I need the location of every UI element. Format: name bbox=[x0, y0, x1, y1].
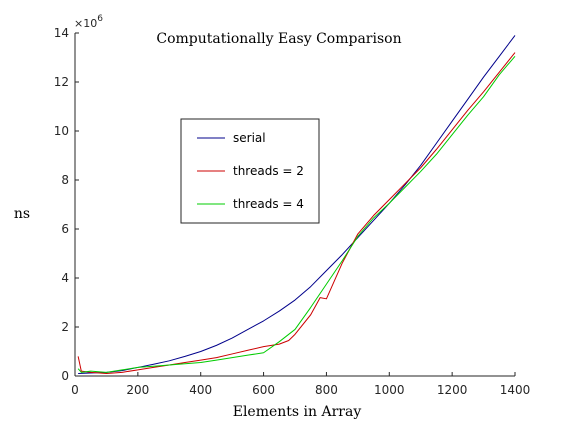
chart-title: Computationally Easy Comparison bbox=[156, 31, 401, 47]
y-tick-label: 8 bbox=[61, 173, 69, 187]
x-tick-label: 1200 bbox=[437, 383, 468, 397]
y-tick-label: 2 bbox=[61, 320, 69, 334]
y-multiplier: ×106 bbox=[74, 14, 103, 30]
x-tick-label: 800 bbox=[315, 383, 338, 397]
y-tick-label: 6 bbox=[61, 222, 69, 236]
series-line-threads-4 bbox=[77, 55, 516, 373]
x-tick-label: 0 bbox=[71, 383, 79, 397]
axes: 0 200 400 600 800 1000 1200 1400 0 2 4 6 8 10 12 14 bbox=[54, 26, 531, 397]
series-line-serial bbox=[78, 35, 516, 375]
y-tick-label: 4 bbox=[61, 271, 69, 285]
y-multiplier-exponent: 6 bbox=[97, 14, 103, 24]
y-axis-label: ns bbox=[14, 206, 30, 222]
legend-label: threads = 2 bbox=[233, 164, 304, 178]
x-axis-label: Elements in Array bbox=[233, 404, 362, 420]
x-tick-label: 1000 bbox=[374, 383, 405, 397]
legend: serial threads = 2 threads = 4 bbox=[180, 118, 320, 224]
x-tick-label: 600 bbox=[252, 383, 275, 397]
series-line-threads-2 bbox=[77, 52, 516, 375]
y-tick-label: 12 bbox=[54, 75, 69, 89]
x-tick-label: 200 bbox=[126, 383, 149, 397]
y-tick-label: 14 bbox=[54, 26, 69, 40]
y-tick-label: 10 bbox=[54, 124, 69, 138]
series-layer bbox=[77, 35, 516, 375]
legend-label: serial bbox=[233, 131, 266, 145]
legend-label: threads = 4 bbox=[233, 197, 304, 211]
y-tick-label: 0 bbox=[61, 369, 69, 383]
y-multiplier-base: ×10 bbox=[74, 17, 97, 30]
x-tick-label: 1400 bbox=[500, 383, 531, 397]
x-tick-label: 400 bbox=[189, 383, 212, 397]
